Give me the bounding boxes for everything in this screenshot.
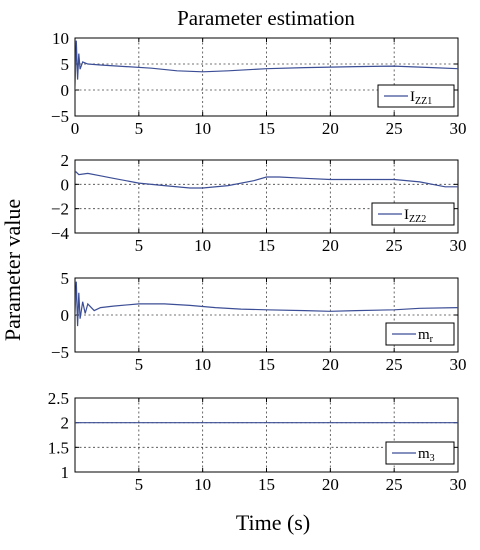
x-tick-label: 15 [258,475,275,494]
legend: mr [385,322,455,346]
subplot-3: 5 10 15 20 25 30 5 0 −5 mr [51,269,467,374]
x-tick-label: 25 [386,355,403,374]
legend-label: m3 [418,446,435,464]
legend: m3 [385,441,455,465]
x-tick-label: 0 [71,119,80,138]
legend-label: mr [418,327,434,345]
legend: IZZ2 [371,202,455,226]
y-axis-label: Parameter value [0,199,25,341]
y-tick-label: −4 [51,224,70,243]
series-line [75,40,458,91]
x-tick-label: 20 [322,355,339,374]
x-tick-label: 10 [194,236,211,255]
y-tick-label: 10 [52,29,69,48]
legend-box [385,441,455,465]
legend-label: IZZ1 [410,89,432,107]
y-tick-label: 0 [61,81,70,100]
x-axis-label: Time (s) [236,510,310,535]
y-tick-label: −5 [51,343,69,362]
x-tick-label: 5 [135,119,144,138]
legend-label: IZZ2 [404,207,426,225]
x-tick-label: 20 [322,236,339,255]
y-tick-label: 2 [61,151,70,170]
x-tick-label: 20 [322,475,339,494]
x-tick-label: 5 [135,236,144,255]
legend: IZZ1 [377,84,455,108]
y-tick-label: −2 [51,200,69,219]
x-tick-label: 30 [450,355,467,374]
x-tick-label: 5 [135,355,144,374]
x-tick-label: 30 [450,475,467,494]
x-tick-label: 10 [194,355,211,374]
x-tick-label: 15 [258,355,275,374]
x-tick-label: 25 [386,236,403,255]
y-tick-label: 1.5 [48,438,69,457]
x-tick-label: 25 [386,119,403,138]
y-tick-label: −5 [51,107,69,126]
subplot-4: 5 10 15 20 25 30 2.5 2 1.5 1 m3 [48,389,467,494]
x-tick-label: 15 [258,119,275,138]
figure-title: Parameter estimation [177,6,355,30]
series-line [75,170,458,189]
y-tick-label: 1 [61,463,70,482]
y-tick-label: 2 [61,414,70,433]
x-tick-label: 10 [194,119,211,138]
x-tick-label: 10 [194,475,211,494]
series-line [75,281,458,327]
y-tick-label: 5 [61,269,70,288]
x-tick-label: 25 [386,475,403,494]
y-tick-label: 0 [61,175,70,194]
y-tick-label: 2.5 [48,389,69,408]
legend-box [377,84,455,108]
legend-box [385,322,455,346]
x-tick-label: 15 [258,236,275,255]
y-tick-label: 5 [61,55,70,74]
x-tick-label: 30 [450,119,467,138]
y-tick-label: 0 [61,306,70,325]
x-tick-label: 20 [322,119,339,138]
x-tick-label: 30 [450,236,467,255]
legend-box [371,202,455,226]
x-tick-label: 5 [135,475,144,494]
